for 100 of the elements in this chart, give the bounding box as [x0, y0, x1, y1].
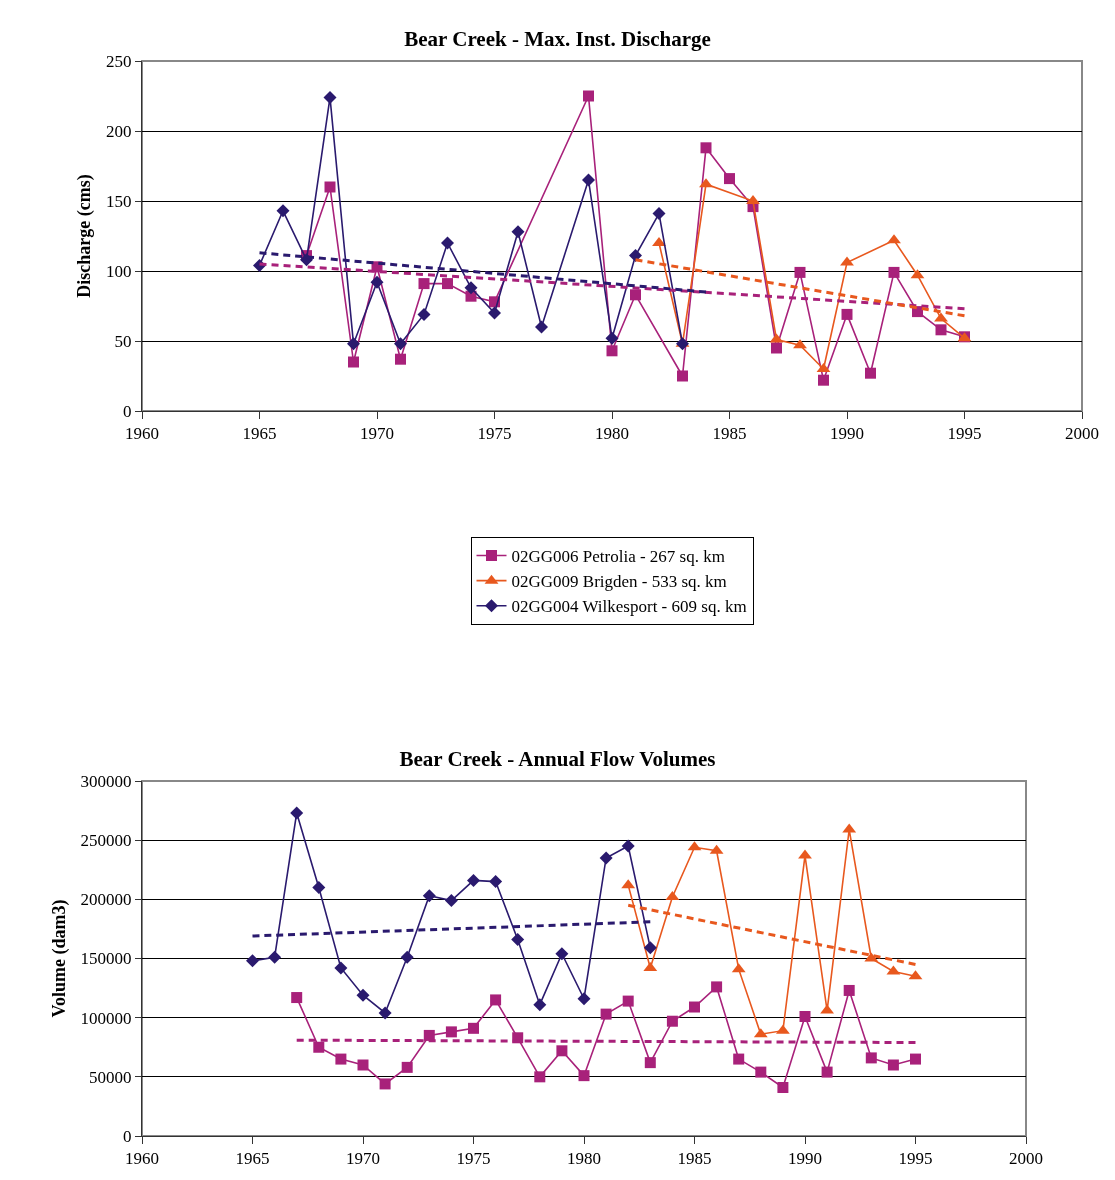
point	[865, 367, 876, 379]
point	[818, 374, 829, 386]
point	[887, 234, 901, 244]
point	[490, 994, 502, 1006]
point	[799, 1010, 811, 1022]
x-tick-label: 1970	[360, 424, 394, 444]
point	[794, 266, 806, 278]
point	[699, 178, 713, 188]
x-tick-label: 1980	[595, 424, 629, 444]
point	[887, 1059, 899, 1071]
y-axis-title: Volume (dam3)	[48, 899, 70, 1018]
point	[798, 849, 812, 859]
point	[622, 995, 634, 1007]
point	[401, 1061, 413, 1073]
point	[511, 933, 525, 947]
point	[533, 998, 547, 1012]
point	[934, 312, 948, 322]
point	[488, 306, 501, 320]
point	[582, 173, 595, 187]
point	[821, 1066, 833, 1078]
point	[599, 851, 613, 865]
y-tick-label: 50	[114, 331, 132, 351]
legend-label: 02GG009 Brigden - 533 sq. km	[511, 572, 727, 592]
point	[711, 981, 723, 993]
point	[335, 1053, 347, 1065]
point	[348, 356, 359, 368]
point	[865, 1052, 877, 1064]
point	[356, 988, 370, 1002]
point	[467, 873, 480, 887]
x-tick-label: 2000	[1065, 424, 1099, 444]
point	[556, 1045, 568, 1057]
point	[468, 1022, 479, 1034]
x-tick-label: 2000	[1009, 1149, 1043, 1169]
point	[700, 142, 712, 154]
legend-label: 02GG006 Petrolia - 267 sq. km	[511, 547, 725, 567]
point	[534, 1071, 546, 1083]
y-tick-label: 0	[123, 401, 132, 421]
y-tick-label: 250	[106, 51, 132, 71]
point	[793, 339, 807, 349]
point	[652, 207, 666, 221]
point	[394, 337, 407, 351]
point	[464, 281, 478, 295]
y-tick-label: 150000	[80, 949, 132, 969]
point	[418, 278, 430, 290]
point	[605, 331, 619, 345]
x-tick-label: 1995	[947, 424, 982, 444]
x-tick-label: 1995	[898, 1149, 933, 1169]
point	[347, 337, 360, 351]
point	[733, 1053, 745, 1065]
point	[677, 370, 688, 382]
legend-label: 02GG004 Wilkesport - 609 sq. km	[511, 597, 747, 617]
point	[379, 1078, 391, 1090]
point	[630, 289, 641, 301]
y-tick-label: 300000	[80, 771, 132, 791]
point	[441, 236, 454, 250]
point	[644, 1057, 656, 1069]
y-tick-label: 0	[123, 1126, 132, 1146]
point	[357, 1059, 369, 1071]
point	[378, 1006, 392, 1020]
point	[577, 992, 591, 1006]
point	[621, 839, 635, 853]
y-tick-label: 200000	[80, 890, 132, 910]
point	[511, 225, 525, 239]
point	[423, 1029, 435, 1041]
chart-title: Bear Creek - Max. Inst. Discharge	[404, 27, 711, 52]
y-axis-title: Discharge (cms)	[74, 174, 96, 298]
point	[771, 342, 782, 354]
point	[323, 90, 337, 104]
point	[246, 954, 259, 968]
x-tick-label: 1985	[677, 1149, 712, 1169]
x-tick-label: 1965	[242, 424, 277, 444]
point	[555, 947, 569, 961]
point	[600, 1008, 612, 1020]
point	[442, 278, 453, 290]
point	[841, 308, 853, 320]
point	[910, 1053, 921, 1065]
point	[535, 320, 548, 334]
x-tick-label: 1970	[346, 1149, 380, 1169]
point	[422, 889, 436, 903]
point	[276, 204, 290, 218]
point	[583, 90, 594, 102]
point	[578, 1070, 590, 1082]
point	[643, 941, 657, 955]
point	[313, 1041, 325, 1053]
point	[666, 1015, 678, 1027]
x-tick-label: 1960	[125, 1149, 159, 1169]
point	[400, 950, 414, 964]
y-tick-label: 250000	[80, 831, 132, 851]
x-tick-label: 1975	[456, 1149, 491, 1169]
point	[489, 875, 503, 889]
point	[395, 353, 406, 365]
x-tick-label: 1965	[235, 1149, 270, 1169]
x-tick-label: 1990	[788, 1149, 822, 1169]
point	[291, 992, 303, 1004]
x-tick-label: 1960	[125, 424, 159, 444]
point	[843, 984, 855, 996]
point	[417, 307, 431, 321]
point	[724, 173, 735, 185]
x-tick-label: 1990	[830, 424, 864, 444]
point	[334, 961, 348, 975]
